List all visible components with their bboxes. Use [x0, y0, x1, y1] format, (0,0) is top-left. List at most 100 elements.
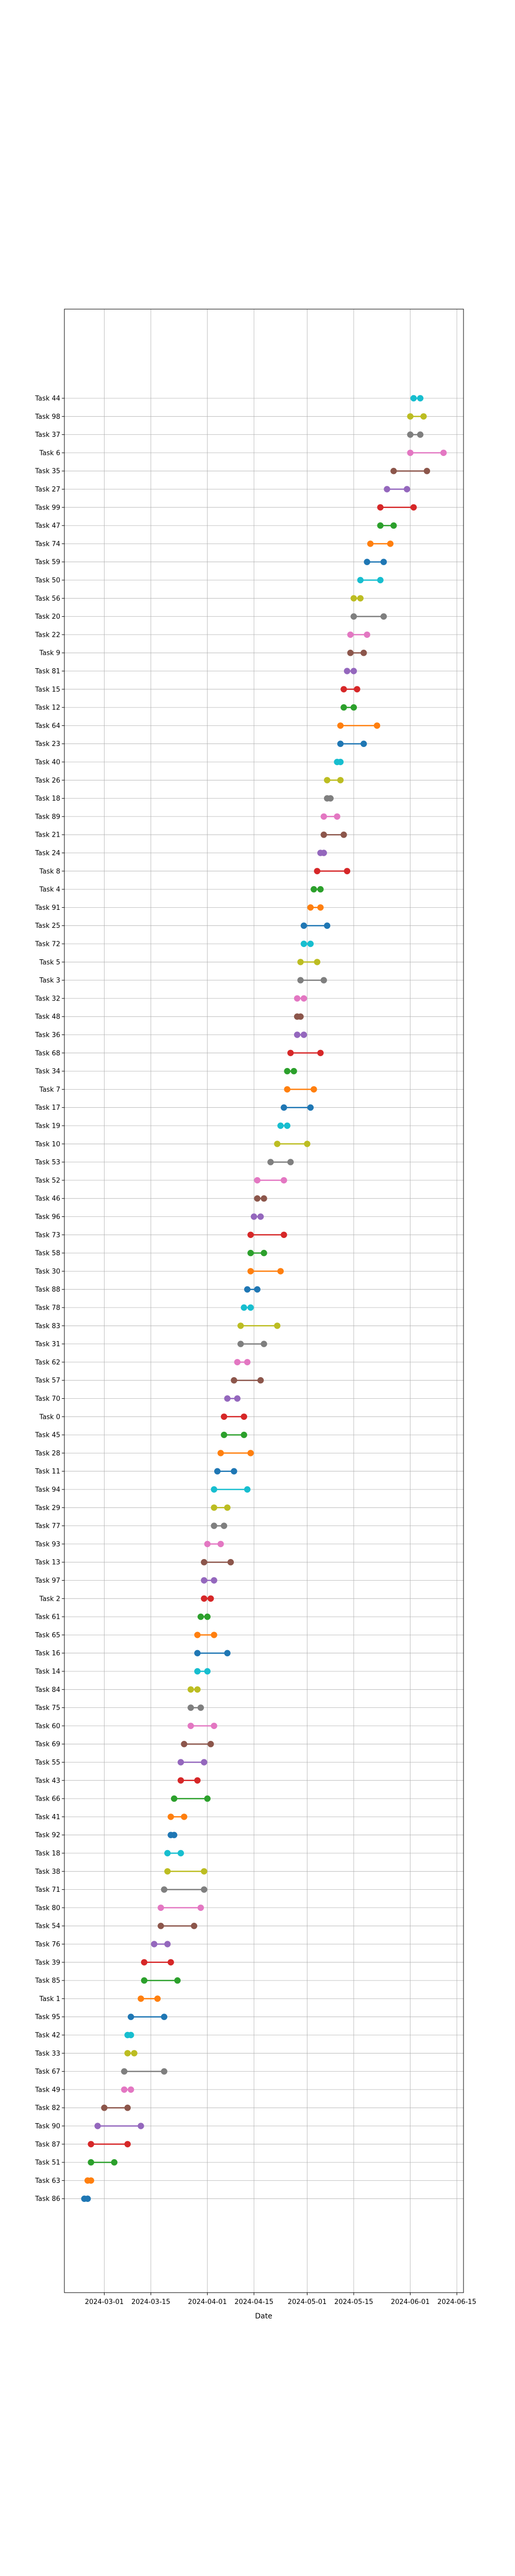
task-start-point — [274, 1141, 281, 1147]
y-tick-label: Task 76 — [35, 1941, 60, 1948]
task-end-point — [337, 758, 344, 766]
y-tick-label: Task 56 — [35, 595, 60, 603]
task-start-point — [281, 1104, 287, 1111]
task-end-point — [274, 1323, 281, 1329]
y-tick-label: Task 58 — [35, 1250, 60, 1258]
task-end-point — [111, 2159, 118, 2166]
task-end-point — [197, 1704, 204, 1711]
task-start-point — [94, 2123, 101, 2129]
task-start-point — [407, 413, 414, 420]
x-tick-label: 2024-03-01 — [85, 2298, 124, 2306]
task-start-point — [324, 777, 331, 784]
task-start-point — [277, 1122, 284, 1129]
task-end-point — [244, 1359, 251, 1366]
task-start-point — [300, 922, 307, 929]
task-end-point — [423, 468, 431, 474]
task-end-point — [350, 704, 357, 711]
task-end-point — [314, 959, 321, 965]
y-tick-label: Task 72 — [35, 941, 60, 948]
task-end-point — [324, 922, 331, 929]
task-end-point — [224, 1504, 231, 1511]
y-tick-label: Task 6 — [39, 449, 60, 457]
task-start-point — [287, 1049, 294, 1056]
task-end-point — [138, 2123, 144, 2129]
y-tick-label: Task 34 — [35, 1068, 60, 1076]
task-end-point — [340, 832, 347, 838]
task-start-point — [377, 522, 384, 529]
task-start-point — [161, 1886, 167, 1893]
task-end-point — [380, 558, 387, 565]
y-tick-label: Task 30 — [35, 1268, 60, 1276]
task-start-point — [337, 722, 344, 729]
task-start-point — [241, 1304, 247, 1311]
y-tick-label: Task 70 — [35, 1395, 60, 1403]
task-start-point — [234, 1359, 241, 1366]
task-start-point — [187, 1704, 194, 1711]
y-tick-label: Task 69 — [35, 1741, 60, 1749]
task-end-point — [281, 1231, 287, 1238]
x-tick-label: 2024-06-01 — [391, 2298, 430, 2306]
task-end-point — [161, 2013, 167, 2020]
marks-layer — [81, 395, 447, 2202]
y-tick-label: Task 81 — [35, 668, 60, 675]
task-start-point — [364, 558, 370, 565]
task-start-point — [320, 813, 327, 820]
y-tick-label: Task 48 — [35, 1013, 60, 1021]
y-tick-label: Task 64 — [35, 722, 60, 730]
y-tick-label: Task 43 — [35, 1777, 60, 1785]
task-end-point — [217, 1540, 224, 1548]
y-tick-label: Task 18 — [35, 795, 60, 803]
y-tick-label: Task 35 — [35, 468, 60, 476]
task-end-point — [360, 740, 367, 747]
task-start-point — [407, 431, 414, 438]
y-tick-label: Task 12 — [35, 704, 60, 712]
task-end-point — [201, 1886, 208, 1893]
task-end-point — [201, 1868, 208, 1875]
task-end-point — [201, 1759, 208, 1766]
task-end-point — [440, 449, 447, 456]
y-tick-label: Task 38 — [35, 1868, 60, 1876]
grid-layer — [64, 309, 464, 2293]
task-end-point — [300, 995, 307, 1002]
task-end-point — [300, 1031, 307, 1038]
axis-layer: 2024-03-01 2024-03-15 2024-04-01 2024-04-15… — [35, 395, 476, 2307]
y-tick-label: Task 98 — [35, 413, 60, 421]
y-tick-label: Task 52 — [35, 1177, 60, 1184]
task-start-point — [177, 1777, 184, 1784]
task-start-point — [347, 650, 354, 656]
task-end-point — [88, 2177, 94, 2184]
y-tick-label: Task 99 — [35, 504, 60, 512]
task-start-point — [187, 1722, 194, 1730]
task-end-point — [194, 1777, 201, 1784]
task-end-point — [377, 577, 384, 584]
task-start-point — [177, 1759, 184, 1766]
task-end-point — [417, 431, 424, 438]
plot-frame — [64, 309, 464, 2293]
y-tick-label: Task 15 — [35, 686, 60, 693]
task-start-point — [384, 486, 390, 493]
y-tick-label: Task 0 — [39, 1413, 60, 1421]
y-tick-label: Task 73 — [35, 1231, 60, 1239]
y-tick-label: Task 50 — [35, 577, 60, 585]
y-tick-label: Task 2 — [39, 1595, 60, 1603]
task-end-point — [170, 1832, 178, 1838]
x-tick-label: 2024-05-01 — [288, 2298, 327, 2306]
x-tick-label: 2024-05-15 — [334, 2298, 373, 2306]
task-start-point — [337, 740, 344, 747]
task-start-point — [250, 1213, 258, 1220]
task-start-point — [340, 704, 347, 711]
y-tick-label: Task 94 — [35, 1486, 60, 1494]
x-tick-label: 2024-06-15 — [437, 2298, 476, 2306]
task-start-point — [214, 1468, 221, 1475]
task-end-point — [297, 1013, 304, 1020]
task-end-point — [164, 1941, 171, 1947]
task-start-point — [297, 959, 304, 965]
y-tick-label: Task 7 — [39, 1086, 60, 1094]
y-tick-label: Task 10 — [35, 1141, 60, 1148]
task-start-point — [344, 668, 351, 674]
task-end-point — [380, 613, 387, 620]
task-end-point — [277, 1268, 284, 1275]
task-end-point — [417, 395, 424, 402]
task-start-point — [340, 686, 347, 693]
